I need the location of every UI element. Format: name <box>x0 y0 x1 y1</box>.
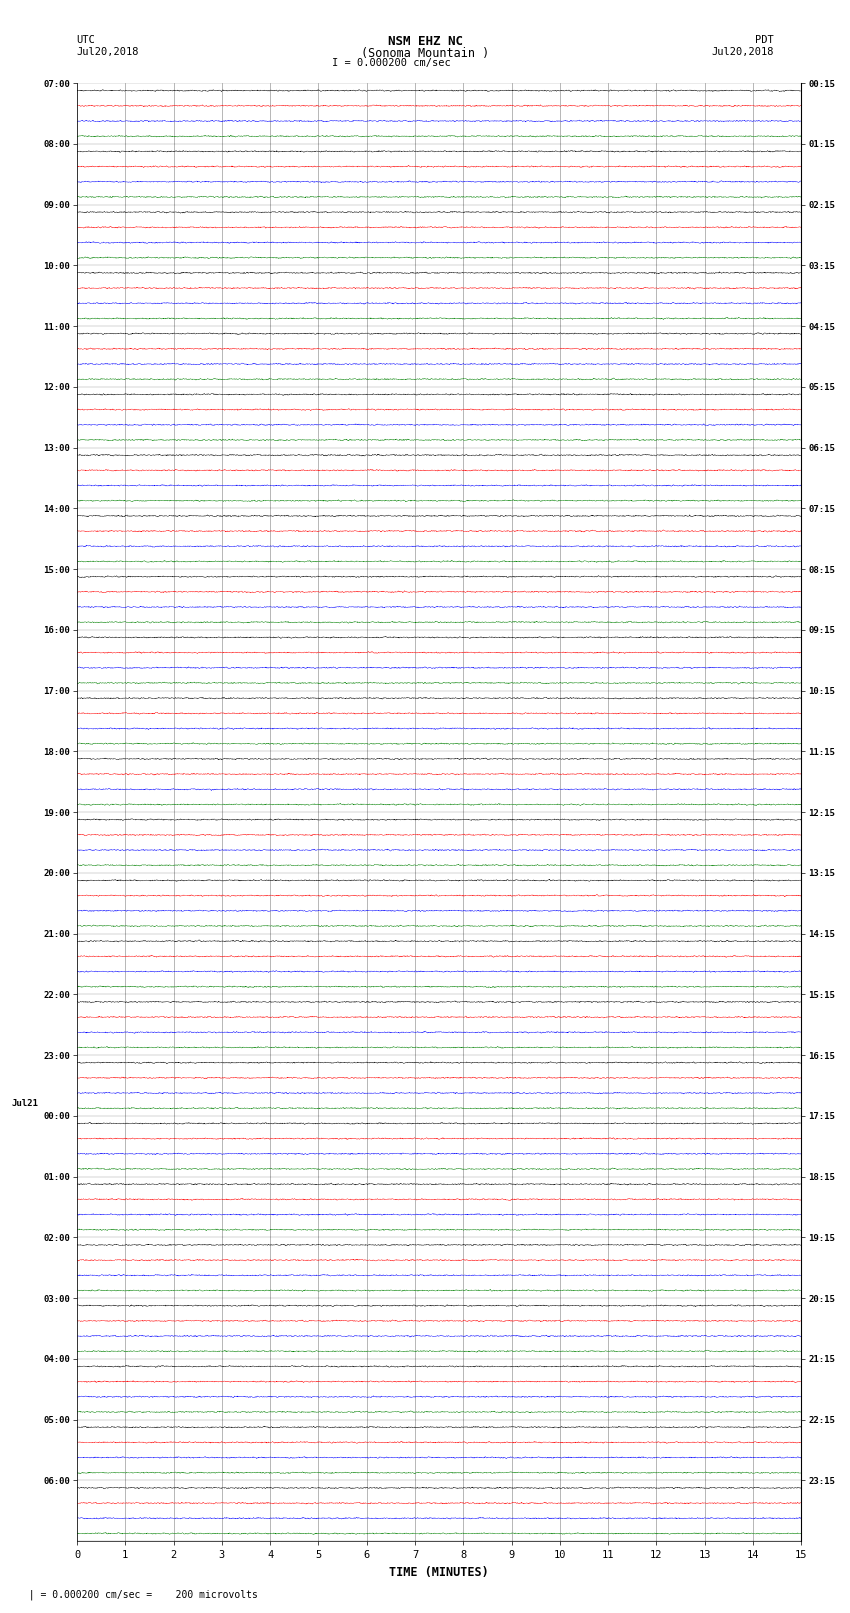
Text: Jul21: Jul21 <box>12 1098 38 1108</box>
Text: Jul20,2018: Jul20,2018 <box>711 47 774 56</box>
Text: I = 0.000200 cm/sec: I = 0.000200 cm/sec <box>332 58 450 68</box>
Text: PDT: PDT <box>755 35 774 45</box>
Text: UTC: UTC <box>76 35 95 45</box>
Text: | = 0.000200 cm/sec =    200 microvolts: | = 0.000200 cm/sec = 200 microvolts <box>17 1589 258 1600</box>
Text: Jul20,2018: Jul20,2018 <box>76 47 139 56</box>
Text: (Sonoma Mountain ): (Sonoma Mountain ) <box>361 47 489 60</box>
Text: NSM EHZ NC: NSM EHZ NC <box>388 35 462 48</box>
X-axis label: TIME (MINUTES): TIME (MINUTES) <box>389 1566 489 1579</box>
